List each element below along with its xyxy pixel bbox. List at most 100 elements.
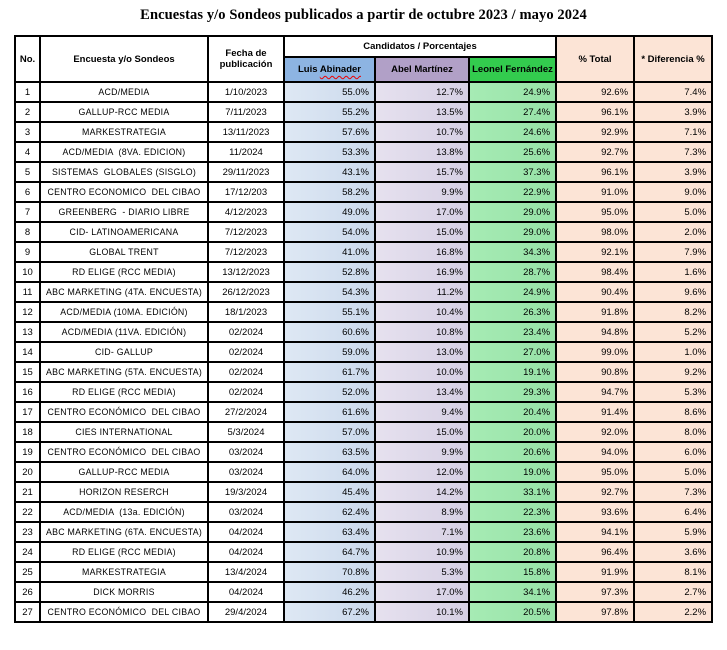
cell-fecha: 03/2024 xyxy=(207,461,285,483)
cell-total-pct: 93.6% xyxy=(555,501,636,523)
cell-no: 12 xyxy=(14,301,41,323)
cell-abinader-pct: 54.0% xyxy=(283,221,376,243)
cell-fernandez-pct: 20.6% xyxy=(467,441,558,463)
cell-diferencia-pct: 5.2% xyxy=(633,321,714,343)
cell-encuesta: CENTRO ECONOMICO DEL CIBAO xyxy=(39,181,209,203)
cell-total-pct: 91.4% xyxy=(555,401,636,423)
cell-diferencia-pct: 6.0% xyxy=(633,441,714,463)
polls-table: No. Encuesta y/o Sondeos Fecha de public… xyxy=(14,35,714,623)
cell-no: 6 xyxy=(14,181,41,203)
cell-total-pct: 96.1% xyxy=(555,101,636,123)
cell-encuesta: ABC MARKETING (6TA. ENCUESTA) xyxy=(39,521,209,543)
cell-encuesta: SISTEMAS GLOBALES (SISGLO) xyxy=(39,161,209,183)
table-row: 3 MARKESTRATEGIA 13/11/2023 57.6% 10.7% 24.6%… xyxy=(14,121,714,143)
table-row: 27 CENTRO ECONÓMICO DEL CIBAO 29/4/2024 67.… xyxy=(14,601,714,623)
cell-martinez-pct: 11.2% xyxy=(374,281,470,303)
cell-fernandez-pct: 37.3% xyxy=(467,161,558,183)
cell-total-pct: 91.9% xyxy=(555,561,636,583)
cell-no: 5 xyxy=(14,161,41,183)
cell-abinader-pct: 52.0% xyxy=(283,381,376,403)
cell-abinader-pct: 45.4% xyxy=(283,481,376,503)
cell-no: 23 xyxy=(14,521,41,543)
cell-diferencia-pct: 2.0% xyxy=(633,221,714,243)
cell-diferencia-pct: 7.9% xyxy=(633,241,714,263)
table-row: 26 DICK MORRIS 04/2024 46.2% 17.0% 34.1% 97.3%… xyxy=(14,581,714,603)
cell-fernandez-pct: 24.6% xyxy=(467,121,558,143)
cell-abinader-pct: 53.3% xyxy=(283,141,376,163)
header-diferencia: * Diferencia % xyxy=(633,35,714,83)
cell-martinez-pct: 10.8% xyxy=(374,321,470,343)
table-row: 17 CENTRO ECONÓMICO DEL CIBAO 27/2/2024 61.… xyxy=(14,401,714,423)
table-row: 16 RD ELIGE (RCC MEDIA) 02/2024 52.0% 13.4% 2… xyxy=(14,381,714,403)
cell-encuesta: ABC MARKETING (4TA. ENCUESTA) xyxy=(39,281,209,303)
cell-fernandez-pct: 24.9% xyxy=(467,281,558,303)
cell-encuesta: CID- GALLUP xyxy=(39,341,209,363)
table-row: 11 ABC MARKETING (4TA. ENCUESTA) 26/12/202… xyxy=(14,281,714,303)
header-total: % Total xyxy=(555,35,636,83)
cell-no: 14 xyxy=(14,341,41,363)
cell-total-pct: 94.7% xyxy=(555,381,636,403)
cell-total-pct: 96.4% xyxy=(555,541,636,563)
cell-fecha: 17/12/203 xyxy=(207,181,285,203)
cell-martinez-pct: 15.7% xyxy=(374,161,470,183)
cell-abinader-pct: 58.2% xyxy=(283,181,376,203)
cell-fernandez-pct: 22.3% xyxy=(467,501,558,523)
cell-fecha: 02/2024 xyxy=(207,361,285,383)
cell-fecha: 29/11/2023 xyxy=(207,161,285,183)
cell-abinader-pct: 59.0% xyxy=(283,341,376,363)
table-row: 1 ACD/MEDIA 1/10/2023 55.0% 12.7% 24.9% 92.6% 7… xyxy=(14,81,714,103)
cell-diferencia-pct: 3.9% xyxy=(633,101,714,123)
cell-diferencia-pct: 5.0% xyxy=(633,461,714,483)
cell-martinez-pct: 13.8% xyxy=(374,141,470,163)
cell-abinader-pct: 49.0% xyxy=(283,201,376,223)
cell-martinez-pct: 16.9% xyxy=(374,261,470,283)
cell-diferencia-pct: 7.3% xyxy=(633,481,714,503)
header-candidatos-group: Candidatos / Porcentajes xyxy=(282,35,558,58)
cell-martinez-pct: 13.5% xyxy=(374,101,470,123)
table-row: 21 HORIZON RESERCH 19/3/2024 45.4% 14.2% 33.1… xyxy=(14,481,714,503)
cell-abinader-pct: 57.0% xyxy=(283,421,376,443)
cell-fernandez-pct: 19.1% xyxy=(467,361,558,383)
cell-diferencia-pct: 3.9% xyxy=(633,161,714,183)
cell-total-pct: 91.0% xyxy=(555,181,636,203)
cell-no: 24 xyxy=(14,541,41,563)
table-row: 18 CIES INTERNATIONAL 5/3/2024 57.0% 15.0% 20… xyxy=(14,421,714,443)
cell-martinez-pct: 15.0% xyxy=(374,221,470,243)
cell-fernandez-pct: 27.4% xyxy=(467,101,558,123)
cell-martinez-pct: 8.9% xyxy=(374,501,470,523)
cell-abinader-pct: 67.2% xyxy=(283,601,376,623)
cell-diferencia-pct: 9.2% xyxy=(633,361,714,383)
cell-encuesta: MARKESTRATEGIA xyxy=(39,561,209,583)
cell-no: 21 xyxy=(14,481,41,503)
cell-abinader-pct: 55.1% xyxy=(283,301,376,323)
cell-fecha: 5/3/2024 xyxy=(207,421,285,443)
cell-abinader-pct: 63.5% xyxy=(283,441,376,463)
cell-abinader-pct: 61.7% xyxy=(283,361,376,383)
cell-fecha: 02/2024 xyxy=(207,381,285,403)
cell-total-pct: 98.0% xyxy=(555,221,636,243)
cell-total-pct: 92.0% xyxy=(555,421,636,443)
cell-fernandez-pct: 25.6% xyxy=(467,141,558,163)
cell-no: 13 xyxy=(14,321,41,343)
table-row: 4 ACD/MEDIA (8VA. EDICION) 11/2024 53.3% 13.… xyxy=(14,141,714,163)
cell-total-pct: 95.0% xyxy=(555,461,636,483)
cell-martinez-pct: 10.9% xyxy=(374,541,470,563)
cell-total-pct: 97.8% xyxy=(555,601,636,623)
cell-total-pct: 97.3% xyxy=(555,581,636,603)
cell-abinader-pct: 61.6% xyxy=(283,401,376,423)
cell-encuesta: MARKESTRATEGIA xyxy=(39,121,209,143)
table-row: 7 GREENBERG - DIARIO LIBRE 4/12/2023 49.0% 1… xyxy=(14,201,714,223)
cell-encuesta: RD ELIGE (RCC MEDIA) xyxy=(39,381,209,403)
cell-encuesta: DICK MORRIS xyxy=(39,581,209,603)
table-row: 25 MARKESTRATEGIA 13/4/2024 70.8% 5.3% 15.8% 9… xyxy=(14,561,714,583)
candidate-header-row: Luis Abinader Abel Martínez Leonel Fernánd… xyxy=(15,56,712,83)
cell-no: 25 xyxy=(14,561,41,583)
cell-no: 19 xyxy=(14,441,41,463)
cell-fecha: 7/11/2023 xyxy=(207,101,285,123)
cell-abinader-pct: 64.7% xyxy=(283,541,376,563)
cell-martinez-pct: 10.4% xyxy=(374,301,470,323)
cell-no: 26 xyxy=(14,581,41,603)
cell-encuesta: ACD/MEDIA (10MA. EDICIÓN) xyxy=(39,301,209,323)
cell-total-pct: 92.9% xyxy=(555,121,636,143)
cell-martinez-pct: 7.1% xyxy=(374,521,470,543)
